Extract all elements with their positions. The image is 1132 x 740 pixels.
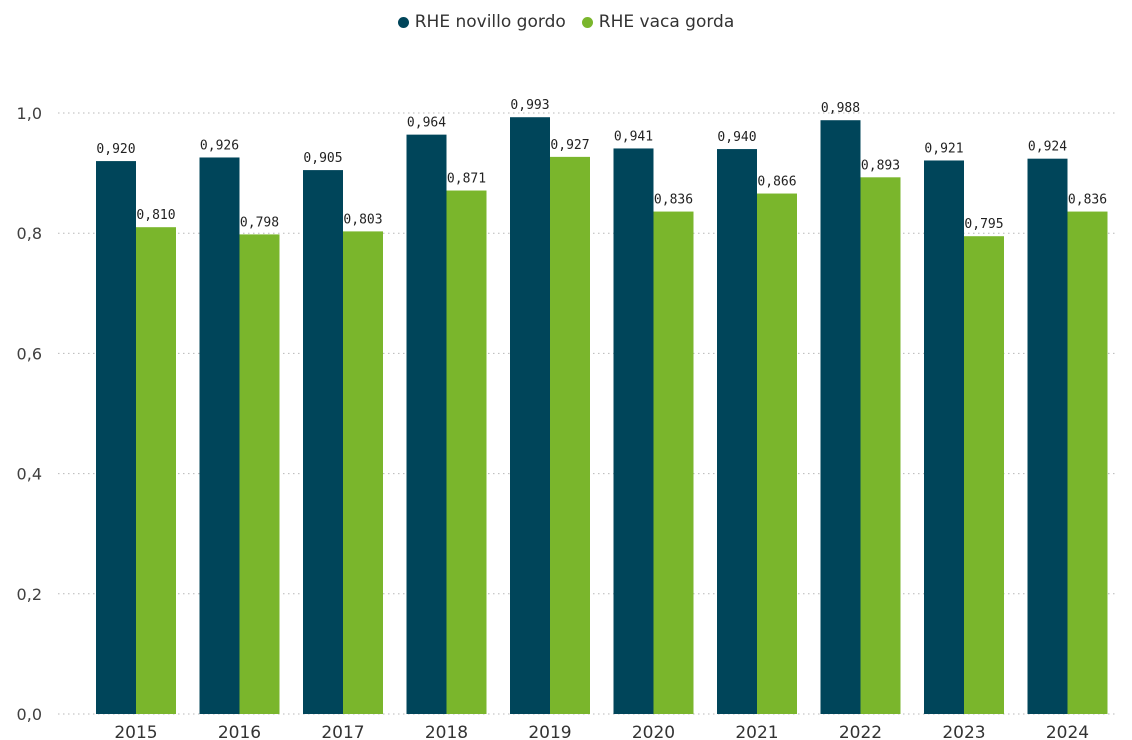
data-label: 0,810: [136, 208, 175, 223]
bar-vaca: [550, 156, 590, 715]
data-label: 0,926: [200, 138, 239, 153]
bar-novillo: [303, 170, 343, 715]
x-tick-label: 2016: [218, 723, 261, 740]
data-label: 0,920: [96, 142, 135, 157]
data-label: 0,964: [407, 116, 446, 131]
data-label: 0,836: [1068, 193, 1107, 208]
bar-novillo: [199, 157, 240, 714]
data-label: 0,803: [343, 212, 382, 227]
data-label: 0,941: [614, 129, 653, 144]
data-label: 0,927: [550, 138, 589, 153]
bar-vaca: [1067, 211, 1108, 714]
bar-vaca: [860, 177, 901, 714]
x-tick-label: 2017: [321, 723, 364, 740]
data-label: 0,871: [447, 172, 486, 187]
bar-novillo: [96, 161, 136, 714]
data-label: 0,988: [821, 101, 860, 116]
data-label: 0,924: [1028, 140, 1067, 155]
data-label: 0,866: [757, 175, 796, 190]
y-tick-label: 1,0: [17, 104, 42, 123]
x-tick-label: 2021: [735, 723, 778, 740]
data-label: 0,905: [303, 151, 342, 166]
x-tick-label: 2020: [632, 723, 675, 740]
legend: RHE novillo gordo RHE vaca gorda: [0, 12, 1132, 32]
data-label: 0,921: [924, 141, 963, 156]
y-tick-label: 0,0: [17, 705, 42, 724]
bar-vaca: [757, 193, 797, 714]
data-label: 0,893: [861, 158, 900, 173]
y-tick-label: 0,8: [17, 224, 42, 243]
bar-novillo: [1027, 158, 1068, 714]
bar-novillo: [820, 120, 861, 715]
y-tick-label: 0,4: [17, 465, 42, 484]
legend-label-novillo: RHE novillo gordo: [414, 12, 566, 32]
x-tick-label: 2022: [839, 723, 882, 740]
legend-item-novillo: RHE novillo gordo: [397, 12, 566, 32]
legend-item-vaca: RHE vaca gorda: [581, 12, 735, 32]
bar-vaca: [136, 227, 176, 714]
x-tick-label: 2019: [528, 723, 571, 740]
data-label: 0,993: [510, 98, 549, 113]
bar-vaca: [653, 211, 694, 714]
bar-novillo: [717, 149, 757, 714]
bar-vaca: [964, 236, 1004, 714]
data-label: 0,798: [240, 215, 279, 230]
x-tick-label: 2018: [425, 723, 468, 740]
x-tick-label: 2024: [1046, 723, 1089, 740]
bar-vaca: [446, 190, 487, 715]
bar-novillo: [924, 160, 964, 714]
bar-vaca: [239, 234, 280, 715]
bar-novillo: [406, 134, 447, 715]
data-label: 0,940: [717, 130, 756, 145]
legend-swatch-vaca: [581, 16, 593, 28]
bar-vaca: [343, 231, 383, 714]
data-label: 0,795: [964, 217, 1003, 232]
bar-novillo: [613, 148, 654, 715]
bar-novillo: [510, 117, 550, 714]
y-tick-label: 0,6: [17, 344, 42, 363]
legend-label-vaca: RHE vaca gorda: [598, 12, 735, 32]
x-tick-label: 2015: [114, 723, 157, 740]
legend-swatch-novillo: [397, 16, 409, 28]
y-tick-label: 0,2: [17, 585, 42, 604]
x-tick-label: 2023: [942, 723, 985, 740]
data-label: 0,836: [654, 193, 693, 208]
